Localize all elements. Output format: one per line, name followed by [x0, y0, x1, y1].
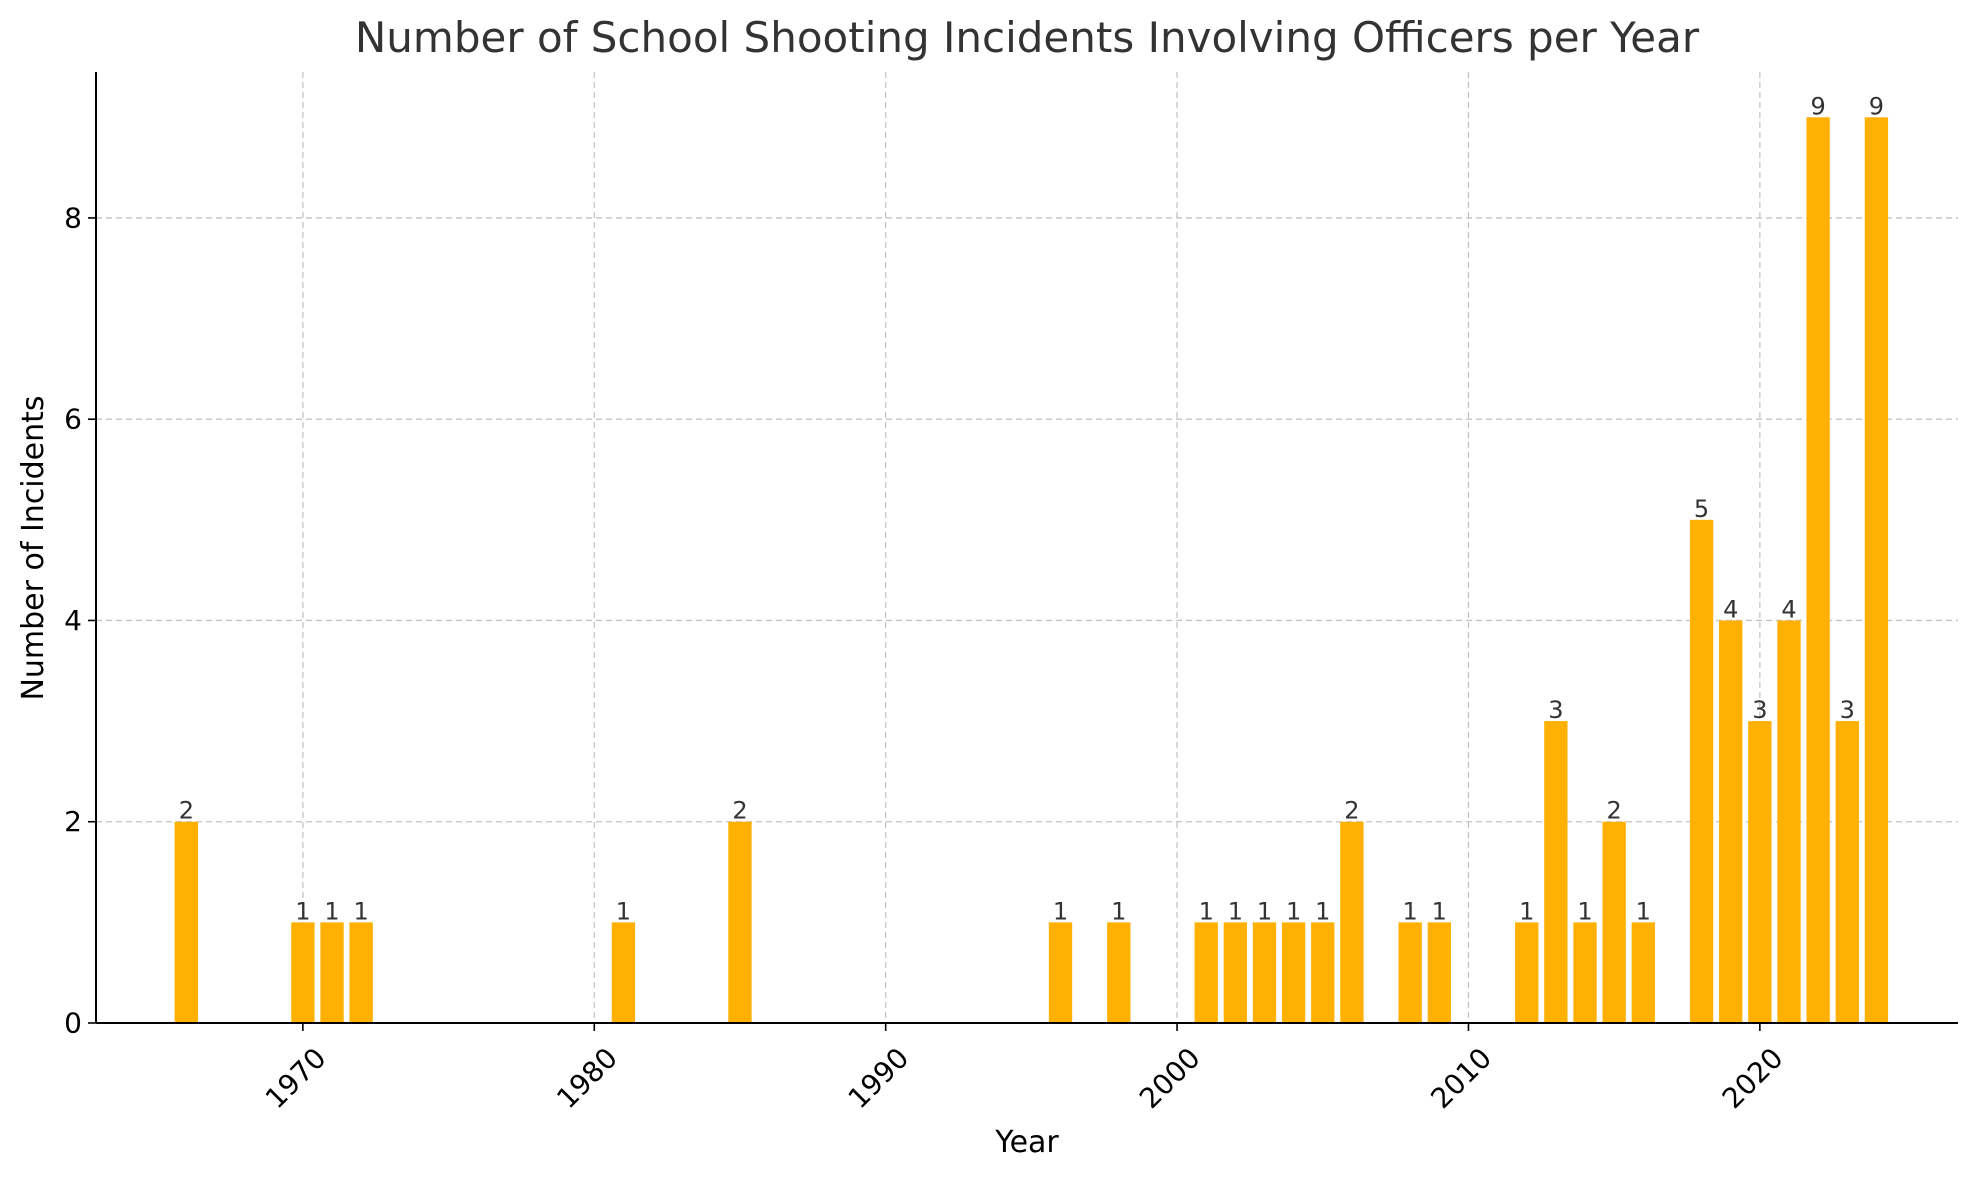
bar-2005	[1311, 922, 1335, 1023]
bar-value-label-1996: 1	[1053, 897, 1068, 925]
bar-value-label-2012: 1	[1519, 897, 1534, 925]
bar-1972	[349, 922, 373, 1023]
bar-value-label-2003: 1	[1257, 897, 1272, 925]
bar-2023	[1835, 721, 1859, 1023]
bar-1971	[320, 922, 344, 1023]
x-tick-label: 2000	[1133, 1041, 1207, 1115]
bar-2015	[1602, 821, 1626, 1023]
bar-2018	[1689, 519, 1714, 1023]
bar-2012	[1515, 922, 1539, 1023]
bar-1966	[174, 821, 198, 1023]
bar-value-label-2014: 1	[1577, 897, 1592, 925]
y-tick-label: 6	[64, 403, 82, 436]
bar-value-label-1981: 1	[616, 897, 631, 925]
bar-value-label-2024: 9	[1869, 92, 1884, 120]
bar-2022	[1806, 117, 1830, 1024]
bar-2004	[1281, 922, 1306, 1023]
bar-1998	[1107, 922, 1131, 1023]
bar-value-label-1985: 2	[732, 797, 747, 825]
bar-1985	[728, 821, 752, 1023]
y-axis-title: Number of Incidents	[16, 395, 51, 700]
bar-value-label-2015: 2	[1607, 797, 1622, 825]
bar-value-label-1970: 1	[295, 897, 310, 925]
bar-value-label-1998: 1	[1111, 897, 1126, 925]
bar-value-label-2001: 1	[1199, 897, 1214, 925]
bar-value-label-2005: 1	[1315, 897, 1330, 925]
bar-value-label-2023: 3	[1840, 696, 1855, 724]
x-tick-label: 2010	[1424, 1041, 1498, 1115]
bar-2019	[1719, 620, 1743, 1023]
bar-2008	[1398, 922, 1422, 1023]
bar-value-label-2016: 1	[1636, 897, 1651, 925]
bar-2009	[1427, 922, 1451, 1023]
bar-value-label-2022: 9	[1810, 92, 1825, 120]
x-tick-label: 1990	[842, 1041, 916, 1115]
y-tick-label: 0	[64, 1007, 82, 1040]
x-tick-label: 2020	[1716, 1041, 1790, 1115]
bar-2003	[1252, 922, 1277, 1023]
y-tick-label: 2	[64, 805, 82, 838]
axes	[95, 72, 1958, 1024]
bar-value-label-2019: 4	[1723, 595, 1738, 623]
bar-2013	[1544, 721, 1568, 1023]
y-tick-label: 8	[64, 201, 82, 234]
bars	[174, 117, 1889, 1024]
bar-value-label-1972: 1	[354, 897, 369, 925]
grid	[96, 72, 1958, 1023]
bar-1981	[611, 922, 636, 1023]
bar-value-label-2004: 1	[1286, 897, 1301, 925]
y-axis-ticks: 0 2 4 6 8	[64, 201, 96, 1040]
bar-value-label-2006: 2	[1344, 797, 1359, 825]
x-axis-title: Year	[994, 1125, 1059, 1160]
bar-2016	[1631, 922, 1655, 1023]
x-tick-label: 1970	[259, 1041, 333, 1115]
bar-value-label-2021: 4	[1781, 595, 1796, 623]
bar-value-label-1966: 2	[179, 797, 194, 825]
x-axis-ticks: 1970 1980 1990 2000 2010 2020	[259, 1023, 1790, 1115]
bar-value-label-2009: 1	[1432, 897, 1447, 925]
bar-2014	[1573, 922, 1597, 1023]
bar-value-label-2008: 1	[1403, 897, 1418, 925]
bar-2001	[1194, 922, 1218, 1023]
bar-2002	[1223, 922, 1248, 1023]
bar-value-label-2013: 3	[1548, 696, 1563, 724]
x-tick-label: 1980	[550, 1041, 624, 1115]
bar-value-label-2020: 3	[1752, 696, 1767, 724]
bar-2006	[1340, 821, 1364, 1023]
y-tick-label: 4	[64, 604, 82, 637]
bar-1970	[291, 922, 315, 1023]
bar-1996	[1048, 922, 1073, 1023]
bar-value-label-1971: 1	[324, 897, 339, 925]
bar-2021	[1777, 620, 1801, 1023]
bar-value-label-2018: 5	[1694, 495, 1709, 523]
bar-value-label-2002: 1	[1228, 897, 1243, 925]
bar-2020	[1748, 721, 1772, 1023]
chart-title: Number of School Shooting Incidents Invo…	[355, 13, 1700, 62]
bar-2024	[1864, 117, 1889, 1024]
